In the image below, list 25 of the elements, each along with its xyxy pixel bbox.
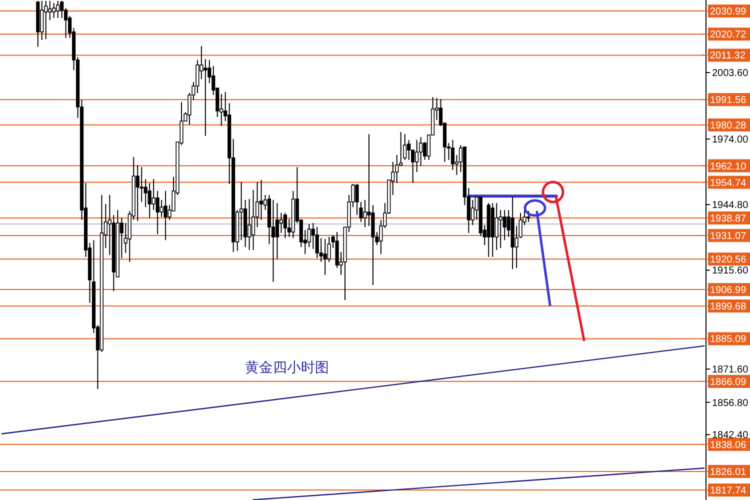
ref-line-label: 1838.06 xyxy=(710,440,747,451)
y-tick-label: 1856.80 xyxy=(712,398,749,409)
ref-line-label: 1885.09 xyxy=(710,334,747,346)
ref-line-label: 1817.74 xyxy=(710,486,747,497)
ref-line-label: 1954.74 xyxy=(710,178,747,189)
ref-line-label: 1906.99 xyxy=(710,285,747,296)
y-tick-label: 1842.40 xyxy=(712,430,749,442)
ref-line-label: 1980.28 xyxy=(710,120,747,132)
ref-line-label: 1938.87 xyxy=(710,213,747,224)
ref-line-label: 1920.56 xyxy=(710,254,747,266)
annotation: 黄金四小时图 xyxy=(245,360,329,376)
ref-line-label: 1991.56 xyxy=(710,95,747,106)
y-tick-label: 1871.60 xyxy=(712,364,749,376)
ref-line-label: 1899.68 xyxy=(710,301,747,312)
y-tick-label: 2003.60 xyxy=(712,68,749,80)
ref-line-label: 1826.01 xyxy=(710,466,747,478)
ref-line-label: 1962.10 xyxy=(710,161,747,172)
ref-line-label: 2020.72 xyxy=(710,30,747,41)
ref-line-label: 1866.09 xyxy=(710,376,747,388)
y-tick-label: 1944.80 xyxy=(712,200,749,212)
y-tick-label: 1915.60 xyxy=(712,266,749,277)
y-tick-label: 1974.00 xyxy=(712,134,749,146)
ref-line-label: 2030.99 xyxy=(710,6,747,18)
ref-line-label: 2011.32 xyxy=(710,50,746,62)
ref-line-label: 1931.07 xyxy=(710,230,747,242)
